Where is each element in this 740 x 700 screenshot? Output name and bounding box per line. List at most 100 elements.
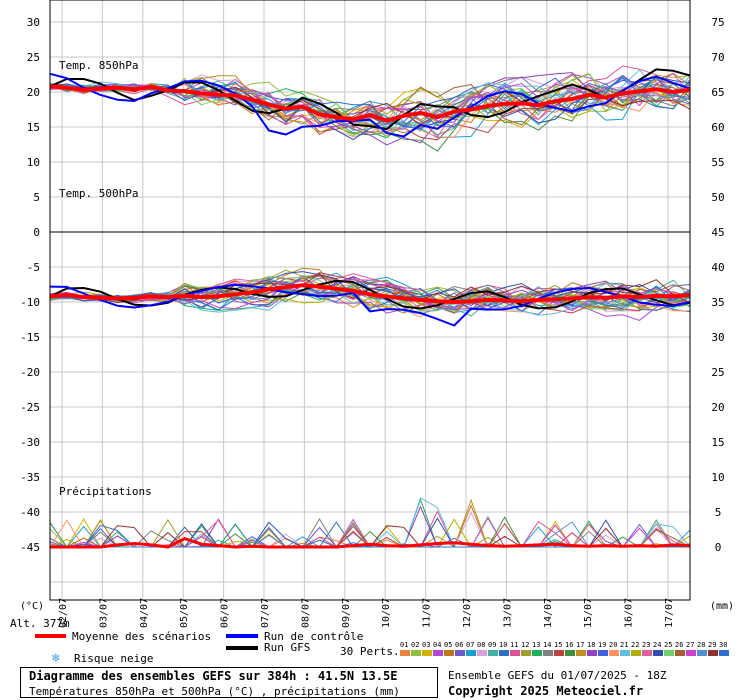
right-axis-tick-label: 75 bbox=[711, 16, 724, 29]
x-tick-label: 12/07 bbox=[462, 598, 473, 628]
legend-member-id: 22 bbox=[631, 641, 639, 649]
legend-member-swatch bbox=[422, 650, 432, 656]
main-series bbox=[49, 68, 691, 549]
legend-member-swatch bbox=[631, 650, 641, 656]
legend-member-id: 11 bbox=[510, 641, 518, 649]
t500-section-label: Temp. 500hPa bbox=[59, 187, 138, 200]
x-tick-label: 04/07 bbox=[139, 598, 150, 628]
right-axis-tick-label: 35 bbox=[711, 296, 724, 309]
copyright: Copyright 2025 Meteociel.fr bbox=[448, 684, 644, 698]
run-label: Ensemble GEFS du 01/07/2025 - 18Z bbox=[448, 669, 667, 682]
legend-perts-label: 30 Perts. bbox=[340, 645, 400, 658]
right-axis-tick-label: 30 bbox=[711, 331, 724, 344]
legend-member-id: 21 bbox=[620, 641, 628, 649]
legend-member-swatch bbox=[609, 650, 619, 656]
x-tick-label: 08/07 bbox=[300, 598, 311, 628]
legend-member-id: 04 bbox=[433, 641, 441, 649]
left-axis-tick-label: 0 bbox=[33, 226, 40, 239]
legend-member-id: 30 bbox=[719, 641, 727, 649]
left-axis-unit: (°C) bbox=[20, 601, 44, 612]
legend-member-id: 17 bbox=[576, 641, 584, 649]
legend-member-swatch bbox=[620, 650, 630, 656]
legend-member-id: 16 bbox=[565, 641, 573, 649]
left-axis-tick-label: -30 bbox=[20, 436, 40, 449]
right-axis-tick-label: 5 bbox=[715, 506, 722, 519]
right-axis-tick-label: 25 bbox=[711, 366, 724, 379]
legend-member-swatch bbox=[466, 650, 476, 656]
legend-member-swatch bbox=[455, 650, 465, 656]
legend-snow-label: Risque neige bbox=[74, 652, 153, 664]
mean-precip-line bbox=[50, 537, 691, 549]
right-axis-tick-label: 70 bbox=[711, 51, 724, 64]
left-axis-tick-label: 20 bbox=[27, 86, 40, 99]
mean-t500-line bbox=[49, 283, 691, 304]
altitude-label: Alt. 377m bbox=[10, 617, 70, 630]
plot-frame bbox=[49, 0, 691, 601]
legend-member-swatch bbox=[554, 650, 564, 656]
legend-member-swatch bbox=[708, 650, 718, 656]
legend-member-id: 02 bbox=[411, 641, 419, 649]
legend-member-id: 13 bbox=[532, 641, 540, 649]
left-axis-tick-label: 30 bbox=[27, 16, 40, 29]
legend-member-id: 24 bbox=[653, 641, 661, 649]
legend-member-swatch bbox=[686, 650, 696, 656]
legend-member-id: 05 bbox=[444, 641, 452, 649]
legend-member-id: 23 bbox=[642, 641, 650, 649]
legend-member-swatch bbox=[411, 650, 421, 656]
legend-member-id: 19 bbox=[598, 641, 606, 649]
legend-member-id: 18 bbox=[587, 641, 595, 649]
legend-member-swatch bbox=[598, 650, 608, 656]
right-axis-unit: (mm) bbox=[710, 601, 734, 612]
x-tick-label: 16/07 bbox=[624, 598, 635, 628]
left-axis-tick-label: -15 bbox=[20, 331, 40, 344]
legend-mean-label: Moyenne des scénarios bbox=[72, 630, 211, 643]
chart-legend: Moyenne des scénarios Run de contrôleRun … bbox=[35, 630, 729, 666]
control-t500-line bbox=[49, 284, 691, 327]
legend-member-swatch bbox=[697, 650, 707, 656]
legend-member-id: 26 bbox=[675, 641, 683, 649]
legend-member-swatch bbox=[543, 650, 553, 656]
legend-member-id: 27 bbox=[686, 641, 694, 649]
right-axis-tick-label: 10 bbox=[711, 471, 724, 484]
left-axis-tick-label: 25 bbox=[27, 51, 40, 64]
legend-member-id: 03 bbox=[422, 641, 430, 649]
left-axis-tick-label: -40 bbox=[20, 506, 40, 519]
x-tick-label: 13/07 bbox=[502, 598, 513, 628]
legend-member-swatch bbox=[499, 650, 509, 656]
snowflake-icon: ❄ bbox=[51, 651, 60, 664]
right-axis-tick-label: 50 bbox=[711, 191, 724, 204]
legend-member-swatch bbox=[642, 650, 652, 656]
legend-member-id: 07 bbox=[466, 641, 474, 649]
chart-title: Diagramme des ensembles GEFS sur 384h : … bbox=[29, 669, 398, 683]
x-tick-label: 07/07 bbox=[260, 598, 271, 628]
right-axis-tick-label: 0 bbox=[715, 541, 722, 554]
left-axis-tick-label: -20 bbox=[20, 366, 40, 379]
legend-member-swatch bbox=[400, 650, 410, 656]
legend-member-swatch bbox=[521, 650, 531, 656]
x-tick-label: 02/07 bbox=[58, 598, 69, 628]
right-axis-tick-label: 40 bbox=[711, 261, 724, 274]
left-axis-tick-label: -5 bbox=[27, 261, 40, 274]
right-axis-tick-label: 45 bbox=[711, 226, 724, 239]
chart-canvas: 302520151050-5-10-15-20-25-30-35-40-4575… bbox=[10, 0, 734, 666]
left-axis-tick-label: 10 bbox=[27, 156, 40, 169]
legend-member-id: 29 bbox=[708, 641, 716, 649]
x-tick-label: 11/07 bbox=[422, 598, 433, 628]
legend-member-swatch bbox=[719, 650, 729, 656]
legend-member-swatch bbox=[675, 650, 685, 656]
legend-control-label: Run de contrôle bbox=[264, 630, 363, 643]
mean-t850-line bbox=[49, 84, 691, 123]
gfs-t850-line bbox=[49, 68, 691, 131]
legend-member-swatch bbox=[477, 650, 487, 656]
legend-member-id: 28 bbox=[697, 641, 705, 649]
left-axis-tick-label: 15 bbox=[27, 121, 40, 134]
x-tick-label: 06/07 bbox=[220, 598, 231, 628]
legend-member-id: 06 bbox=[455, 641, 463, 649]
left-axis-tick-label: -10 bbox=[20, 296, 40, 309]
x-tick-label: 03/07 bbox=[98, 598, 109, 628]
legend-gfs-label: Run GFS bbox=[264, 641, 310, 654]
legend-member-id: 01 bbox=[400, 641, 408, 649]
legend-member-swatch bbox=[510, 650, 520, 656]
legend-member-id: 15 bbox=[554, 641, 562, 649]
